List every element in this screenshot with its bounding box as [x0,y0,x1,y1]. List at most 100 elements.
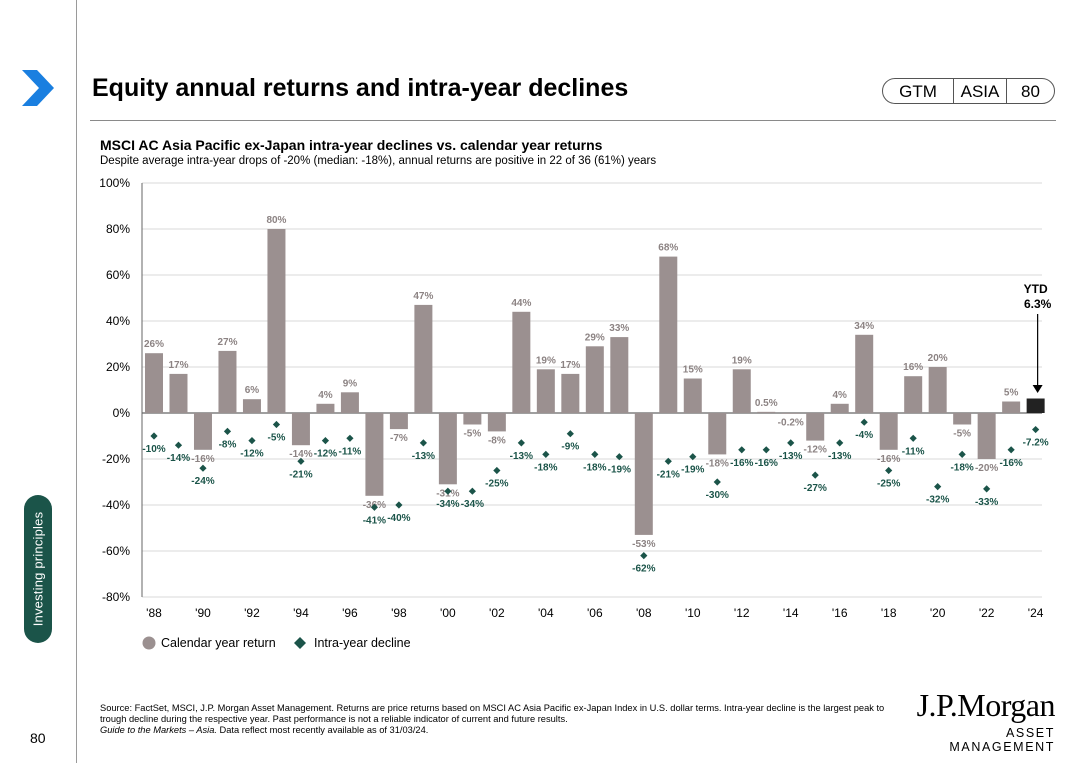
return-label: 29% [585,332,605,343]
return-label: -12% [804,445,827,456]
return-label: 44% [511,298,531,309]
return-label: 47% [413,291,433,302]
return-label: -16% [191,454,214,465]
return-label: 20% [928,353,948,364]
y-tick-label: 100% [99,176,130,190]
decline-label: -13% [412,451,435,462]
decline-label: -13% [779,451,802,462]
decline-marker [811,471,819,479]
decline-marker [272,420,281,429]
return-bar [732,369,751,413]
legend-decline-label: Intra-year decline [314,636,411,650]
x-tick-label: '08 [636,606,652,620]
y-tick-label: 60% [106,268,130,282]
return-bar [830,403,849,413]
return-label: 16% [903,362,923,373]
chevron-right-icon [22,70,54,106]
x-tick-label: '06 [587,606,603,620]
decline-label: -19% [608,465,631,476]
return-label: 6% [245,385,260,396]
decline-marker [836,439,844,447]
decline-label: -16% [755,458,778,469]
page-number: 80 [30,730,46,746]
return-bar [414,304,433,413]
decline-marker [1032,425,1040,434]
gtm-badge: GTM ASIA 80 [882,78,1055,104]
return-bar [977,413,996,459]
decline-marker [762,446,770,454]
source-text: Source: FactSet, MSCI, J.P. Morgan Asset… [100,703,885,724]
decline-label: -30% [706,490,729,501]
decline-marker [419,439,427,447]
return-label: 33% [609,323,629,334]
decline-label: -25% [485,479,508,490]
return-bar [953,413,972,425]
return-label: 5% [1004,388,1019,399]
decline-marker [444,487,452,495]
decline-marker [297,457,305,465]
return-bar [1002,401,1021,413]
return-label: -53% [632,539,655,550]
x-tick-label: '88 [146,606,162,620]
decline-marker [517,439,525,447]
return-label: 17% [168,360,188,371]
title-divider [90,120,1056,121]
x-tick-label: '90 [195,606,211,620]
return-label: 27% [217,337,237,348]
return-bar [806,413,825,441]
decline-label: -34% [461,499,484,510]
return-label: 68% [658,243,678,254]
decline-label: -4% [855,430,873,441]
decline-label: -10% [142,444,165,455]
return-bar [463,413,482,425]
decline-marker [738,446,746,454]
x-tick-label: '20 [930,606,946,620]
return-bar [218,350,237,413]
x-tick-label: '00 [440,606,456,620]
return-label: 17% [560,360,580,371]
return-bar [145,353,163,413]
y-tick-label: -60% [102,544,130,558]
chart-caption: Despite average intra-year drops of -20%… [100,155,657,167]
decline-marker [542,450,550,458]
x-tick-label: '18 [881,606,897,620]
ytd-title: YTD [1024,282,1048,296]
return-bar [267,229,286,413]
return-bar [438,413,457,485]
return-label: 0.5% [755,398,778,409]
return-bar [512,311,531,413]
x-tick-label: '02 [489,606,505,620]
decline-label: -21% [289,469,312,480]
decline-label: -13% [828,451,851,462]
decline-label: -27% [804,483,827,494]
x-tick-label: '14 [783,606,799,620]
ytd-value: 6.3% [1024,297,1052,311]
y-tick-label: 20% [106,360,130,374]
logo-subtitle: ASSET MANAGEMENT [949,726,1055,754]
decline-marker [787,439,795,447]
chart-subtitle: MSCI AC Asia Pacific ex-Japan intra-year… [100,137,603,153]
decline-marker [885,466,893,475]
decline-label: -19% [681,465,704,476]
return-label: 4% [318,390,333,401]
decline-label: -12% [240,449,263,460]
return-bar [634,413,653,535]
decline-label: -7.2% [1023,438,1049,449]
y-tick-label: -40% [102,498,130,512]
return-bar [659,256,678,413]
return-bar [757,411,776,413]
return-bar [169,373,188,413]
y-tick-label: 0% [113,406,131,420]
decline-marker [958,450,966,458]
return-label: 19% [536,355,556,366]
legend-return-swatch [142,636,156,650]
return-label: -18% [706,458,729,469]
return-bar [683,378,702,413]
return-label: -8% [488,435,506,446]
x-tick-label: '96 [342,606,358,620]
return-bar [928,367,947,413]
badge-region: ASIA [954,79,1007,103]
return-label: 34% [854,321,874,332]
return-label: 4% [832,390,847,401]
return-label: 19% [732,355,752,366]
